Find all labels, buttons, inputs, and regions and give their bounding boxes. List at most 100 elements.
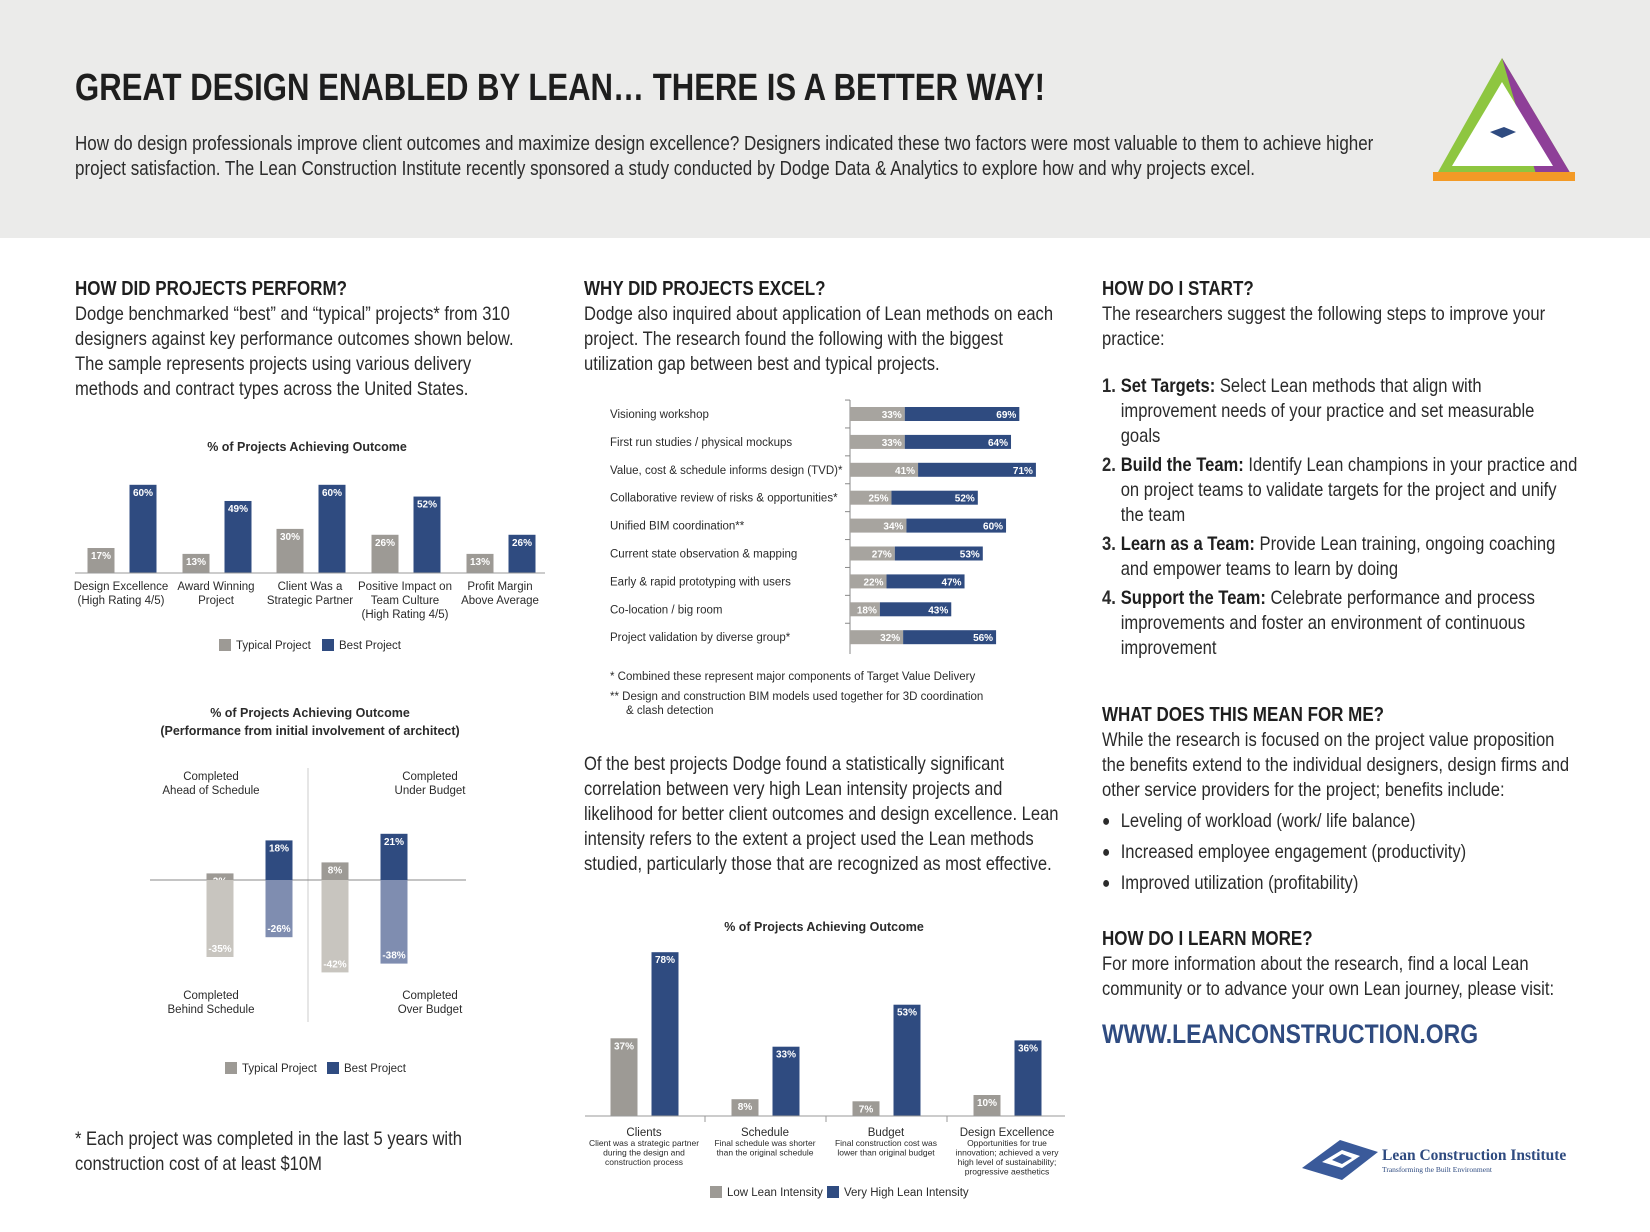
value-label: 26% — [512, 538, 532, 549]
logo-mark-core — [1332, 1154, 1352, 1164]
value-label: 34% — [883, 522, 903, 533]
bar — [731, 1099, 759, 1116]
category-label: Visioning workshop — [610, 409, 709, 421]
category-label: Profit Margin — [467, 581, 532, 593]
category-note: during the design and — [603, 1148, 685, 1158]
step-body: Build the Team: Identify Lean champions … — [1121, 453, 1578, 528]
value-label: 32% — [880, 633, 900, 644]
category-label: Strategic Partner — [267, 595, 353, 607]
legend-swatch — [225, 1062, 237, 1074]
legend-label: Best Project — [339, 640, 402, 652]
bullet-text: Leveling of workload (work/ life balance… — [1120, 810, 1416, 832]
bar — [87, 548, 115, 573]
section-body: The researchers suggest the following st… — [1102, 303, 1546, 350]
value-label: 49% — [228, 504, 248, 515]
page-title: GREAT DESIGN ENABLED BY LEAN… THERE IS A… — [75, 67, 1045, 109]
category-label: Over Budget — [398, 1004, 463, 1016]
step-text: Select Lean methods that align with impr… — [1120, 375, 1535, 447]
legend-label: Typical Project — [242, 1063, 318, 1075]
chart-title: % of Projects Achieving Outcome — [724, 920, 924, 934]
value-label: 18% — [857, 605, 877, 616]
value-label: 41% — [895, 466, 915, 477]
step-text: Celebrate performance and process improv… — [1120, 587, 1535, 659]
excel-body2: Of the best projects Dodge found a stati… — [584, 753, 1059, 875]
bar-segment — [894, 546, 983, 561]
value-label: 52% — [417, 500, 437, 511]
bar — [973, 1095, 1001, 1116]
value-label: 60% — [133, 488, 153, 499]
category-note: Final construction cost was — [835, 1138, 937, 1148]
steps: 1. Set Targets: Select Lean methods that … — [1102, 374, 1578, 661]
legend-swatch — [827, 1186, 839, 1198]
bar — [265, 840, 293, 880]
value-label: 33% — [882, 438, 902, 449]
category-label: Completed — [183, 771, 239, 783]
section-body: Dodge benchmarked “best” and “typical” p… — [75, 303, 514, 400]
step-body: Learn as a Team: Provide Lean training, … — [1121, 532, 1578, 582]
section-heading: HOW DO I START? — [1102, 278, 1254, 300]
step-body: Support the Team: Celebrate performance … — [1121, 586, 1578, 661]
category-label: Project — [198, 595, 235, 607]
category-note: lower than original budget — [837, 1148, 935, 1158]
bar-segment — [850, 407, 905, 421]
category-label: Client Was a — [278, 581, 343, 593]
step-number: 2. — [1102, 454, 1116, 476]
category-label: First run studies / physical mockups — [610, 437, 792, 449]
category-label: Completed — [402, 771, 458, 783]
legend-label: Low Lean Intensity — [727, 1187, 823, 1199]
bar — [466, 553, 494, 573]
section-body: Dodge also inquired about application of… — [584, 303, 1054, 375]
value-label: 21% — [384, 837, 404, 848]
value-label: 64% — [988, 438, 1008, 449]
value-label: -35% — [208, 944, 231, 955]
category-note: Opportunities for true — [967, 1138, 1047, 1148]
category-label: Design Excellence — [74, 581, 169, 593]
bar — [610, 1038, 638, 1116]
category-label: Early & rapid prototyping with users — [610, 576, 791, 588]
value-label: 53% — [897, 1008, 917, 1019]
bar — [224, 500, 252, 573]
step-number: 1. — [1102, 375, 1116, 397]
category-note: innovation; achieved a very — [955, 1148, 1059, 1158]
perform-section: HOW DID PROJECTS PERFORM? Dodge benchmar… — [75, 276, 534, 402]
value-label: 37% — [614, 1041, 634, 1052]
category-label: Unified BIM coordination** — [610, 521, 745, 533]
meaning-section: WHAT DOES THIS MEAN FOR ME? While the re… — [1102, 702, 1578, 902]
category-label: Positive Impact on — [358, 581, 452, 593]
section-heading: WHAT DOES THIS MEAN FOR ME? — [1102, 704, 1385, 726]
category-label: Completed — [402, 990, 458, 1002]
top-logo — [1433, 58, 1575, 181]
category-label: Under Budget — [395, 785, 467, 797]
bar — [1014, 1040, 1042, 1116]
bar — [276, 528, 304, 573]
value-label: 53% — [960, 550, 980, 561]
bar — [182, 553, 210, 573]
bar — [508, 534, 536, 573]
category-note: progressive aesthetics — [965, 1167, 1050, 1177]
category-note: than the original schedule — [717, 1148, 814, 1158]
legend-label: Typical Project — [236, 640, 312, 652]
bar — [206, 880, 234, 957]
value-label: 56% — [973, 633, 993, 644]
bar-segment — [886, 574, 965, 589]
excel-section: WHY DID PROJECTS EXCEL? Dodge also inqui… — [584, 276, 1069, 377]
bar — [206, 873, 234, 880]
bullet: ● Leveling of workload (work/ life balanc… — [1102, 809, 1578, 834]
step-number: 3. — [1102, 533, 1116, 555]
bottom-logo: Lean Construction Institute Transforming… — [1302, 1140, 1566, 1180]
logo-triangle-base — [1433, 172, 1575, 181]
bullet-text: Improved utilization (profitability) — [1120, 872, 1359, 894]
bar — [413, 496, 441, 573]
value-label: 69% — [996, 410, 1016, 421]
value-label: 7% — [859, 1104, 874, 1115]
value-label: 8% — [328, 865, 343, 876]
step-number: 4. — [1102, 587, 1116, 609]
step-lead: Learn as a Team: — [1120, 533, 1255, 555]
bar — [651, 952, 679, 1116]
step: 1. Set Targets: Select Lean methods that … — [1102, 374, 1578, 449]
bar-segment — [850, 602, 880, 617]
category-label: Budget — [868, 1127, 905, 1139]
section-body: For more information about the research,… — [1102, 953, 1555, 1000]
url-link[interactable]: WWW.LEANCONSTRUCTION.ORG — [1102, 1019, 1479, 1049]
category-label: Behind Schedule — [168, 1004, 255, 1016]
